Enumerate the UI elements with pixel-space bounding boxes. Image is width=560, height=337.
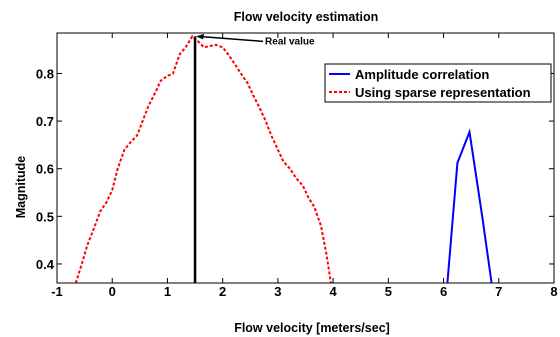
legend: Amplitude correlation Using sparse repre… (324, 63, 552, 103)
x-tick-label: 2 (219, 284, 226, 299)
x-tick-label: 0 (109, 284, 116, 299)
x-tick-label: 1 (164, 284, 171, 299)
y-tick-label: 0.4 (36, 257, 55, 272)
annotation-layer: Real value (193, 33, 315, 283)
series-line-amplitude-correlation (446, 128, 493, 284)
y-tick-label: 0.5 (36, 209, 54, 224)
x-tick-label: -1 (51, 284, 63, 299)
y-tick-label: 0.8 (36, 66, 54, 81)
x-tick-label: 8 (550, 284, 557, 299)
legend-label-sparse: Using sparse representation (355, 85, 531, 100)
legend-label-amplitude: Amplitude correlation (355, 67, 489, 82)
y-tick-label: 0.7 (36, 114, 54, 129)
annotation-arrowhead (196, 33, 205, 40)
chart-title: Flow velocity estimation (234, 10, 378, 24)
series-layer (74, 34, 493, 284)
y-tick-label: 0.6 (36, 162, 54, 177)
x-axis-label: Flow velocity [meters/sec] (234, 321, 390, 335)
legend-box (324, 63, 552, 103)
annotation-arrow (197, 35, 264, 43)
x-tick-label: 5 (385, 284, 392, 299)
x-tick-label: 7 (495, 284, 502, 299)
ticks-layer: -1 0 1 2 3 4 5 6 7 8 0.4 0.5 0.6 0.7 0.8 (36, 33, 558, 299)
series-line-sparse-representation (74, 34, 332, 284)
plot-frame (56, 32, 555, 284)
x-tick-label: 4 (329, 284, 337, 299)
x-tick-label: 3 (274, 284, 281, 299)
annotation-label: Real value (265, 36, 315, 47)
y-axis-label: Magnitude (14, 156, 28, 219)
x-tick-label: 6 (440, 284, 447, 299)
